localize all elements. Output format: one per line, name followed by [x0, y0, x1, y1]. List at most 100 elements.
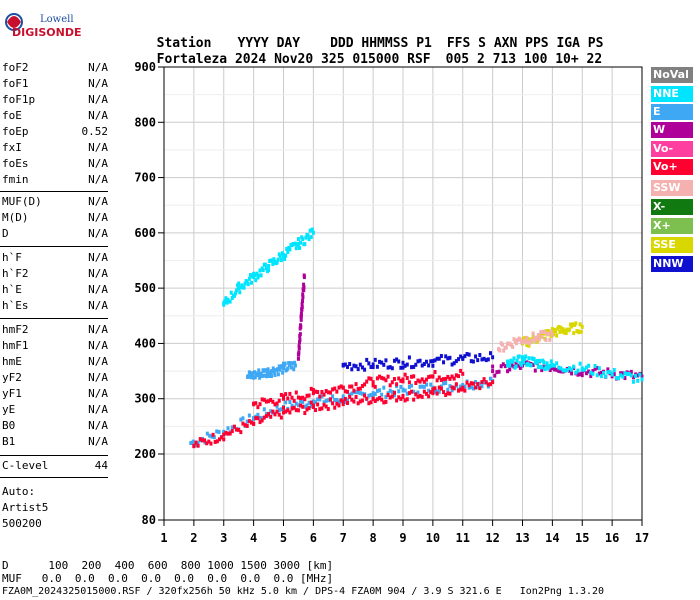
data-point: [253, 375, 257, 380]
param-value: 0.52: [81, 125, 109, 138]
data-point: [399, 396, 403, 401]
data-point: [282, 252, 285, 257]
data-point: [476, 382, 480, 387]
data-point: [358, 399, 362, 404]
data-point: [395, 382, 399, 387]
data-point: [288, 399, 292, 404]
data-point: [194, 440, 198, 445]
param-name: foF2: [2, 61, 29, 74]
param-row: hmF1 N/A: [2, 339, 108, 355]
data-point: [437, 375, 441, 380]
data-point: [290, 403, 294, 408]
data-point: [196, 443, 200, 448]
data-point: [322, 392, 326, 397]
data-point: [245, 423, 249, 428]
data-point: [279, 415, 283, 420]
data-point: [222, 432, 226, 437]
data-point: [412, 397, 416, 402]
data-point: [559, 325, 563, 330]
data-point: [427, 375, 431, 380]
data-point: [525, 342, 529, 347]
data-point: [572, 364, 576, 369]
hdr-val-s: 2: [476, 52, 485, 67]
data-point: [474, 385, 478, 390]
data-point: [311, 391, 315, 396]
data-point: [203, 440, 207, 445]
hdr-val-hhmmss: 015000: [352, 52, 400, 67]
data-point: [474, 380, 478, 385]
param-value: N/A: [88, 157, 108, 170]
data-point: [535, 335, 539, 340]
data-point: [431, 374, 435, 379]
param-name: fxI: [2, 141, 22, 154]
data-point: [230, 425, 234, 430]
data-point: [640, 377, 644, 382]
x-tick-label: 16: [605, 531, 619, 545]
param-value: N/A: [88, 355, 108, 368]
data-point: [275, 409, 279, 414]
data-point: [508, 363, 512, 368]
data-point: [371, 380, 375, 385]
data-point: [300, 305, 304, 310]
x-tick-label: 14: [545, 531, 559, 545]
data-point: [248, 273, 252, 278]
data-point: [239, 285, 243, 290]
data-point: [237, 427, 241, 432]
data-point: [337, 403, 341, 408]
data-point: [410, 365, 414, 370]
data-point: [435, 378, 439, 383]
data-point: [625, 371, 629, 376]
data-point: [486, 382, 490, 387]
data-point: [431, 387, 435, 392]
data-point: [442, 390, 446, 395]
data-point: [392, 390, 396, 395]
data-point: [386, 365, 390, 370]
logo-line1: Lowell: [40, 14, 74, 25]
param-value: N/A: [88, 323, 108, 336]
param-name: yF2: [2, 371, 22, 384]
param-row: h`F2 N/A: [2, 267, 108, 283]
data-point: [249, 375, 253, 380]
param-row: foE N/A: [2, 109, 108, 125]
data-point: [265, 370, 269, 375]
data-point: [576, 368, 580, 373]
data-point: [302, 282, 306, 287]
data-point: [373, 357, 377, 362]
data-point: [599, 370, 603, 375]
param-name: D: [2, 227, 9, 240]
data-point: [203, 438, 207, 443]
data-point: [448, 384, 452, 389]
data-point: [519, 362, 523, 367]
data-point: [606, 367, 610, 372]
data-point: [235, 288, 239, 293]
y-tick-label: 200: [134, 447, 156, 461]
data-point: [497, 346, 501, 351]
x-tick-label: 9: [399, 531, 406, 545]
data-point: [378, 359, 382, 364]
legend-item-x-minus: X-: [651, 199, 693, 215]
data-point: [256, 416, 260, 421]
param-name: fmin: [2, 173, 29, 186]
data-point: [518, 337, 522, 342]
data-point: [507, 360, 511, 365]
data-point: [564, 331, 568, 336]
data-point: [439, 354, 443, 359]
y-tick-label: 400: [134, 336, 156, 350]
data-point: [488, 376, 492, 381]
data-point: [262, 415, 266, 420]
data-point: [249, 280, 253, 285]
data-point: [561, 368, 565, 373]
data-point: [612, 368, 616, 373]
data-point: [341, 402, 345, 407]
data-point: [597, 366, 601, 371]
hdr-val-ps: 22: [586, 52, 603, 67]
data-point: [446, 387, 450, 392]
param-name: B0: [2, 419, 16, 432]
data-point: [360, 391, 364, 396]
data-point: [437, 385, 441, 390]
param-row: D N/A: [2, 227, 108, 243]
data-point: [531, 362, 535, 367]
data-point: [522, 360, 526, 365]
data-point: [211, 432, 215, 437]
data-point: [301, 292, 305, 297]
